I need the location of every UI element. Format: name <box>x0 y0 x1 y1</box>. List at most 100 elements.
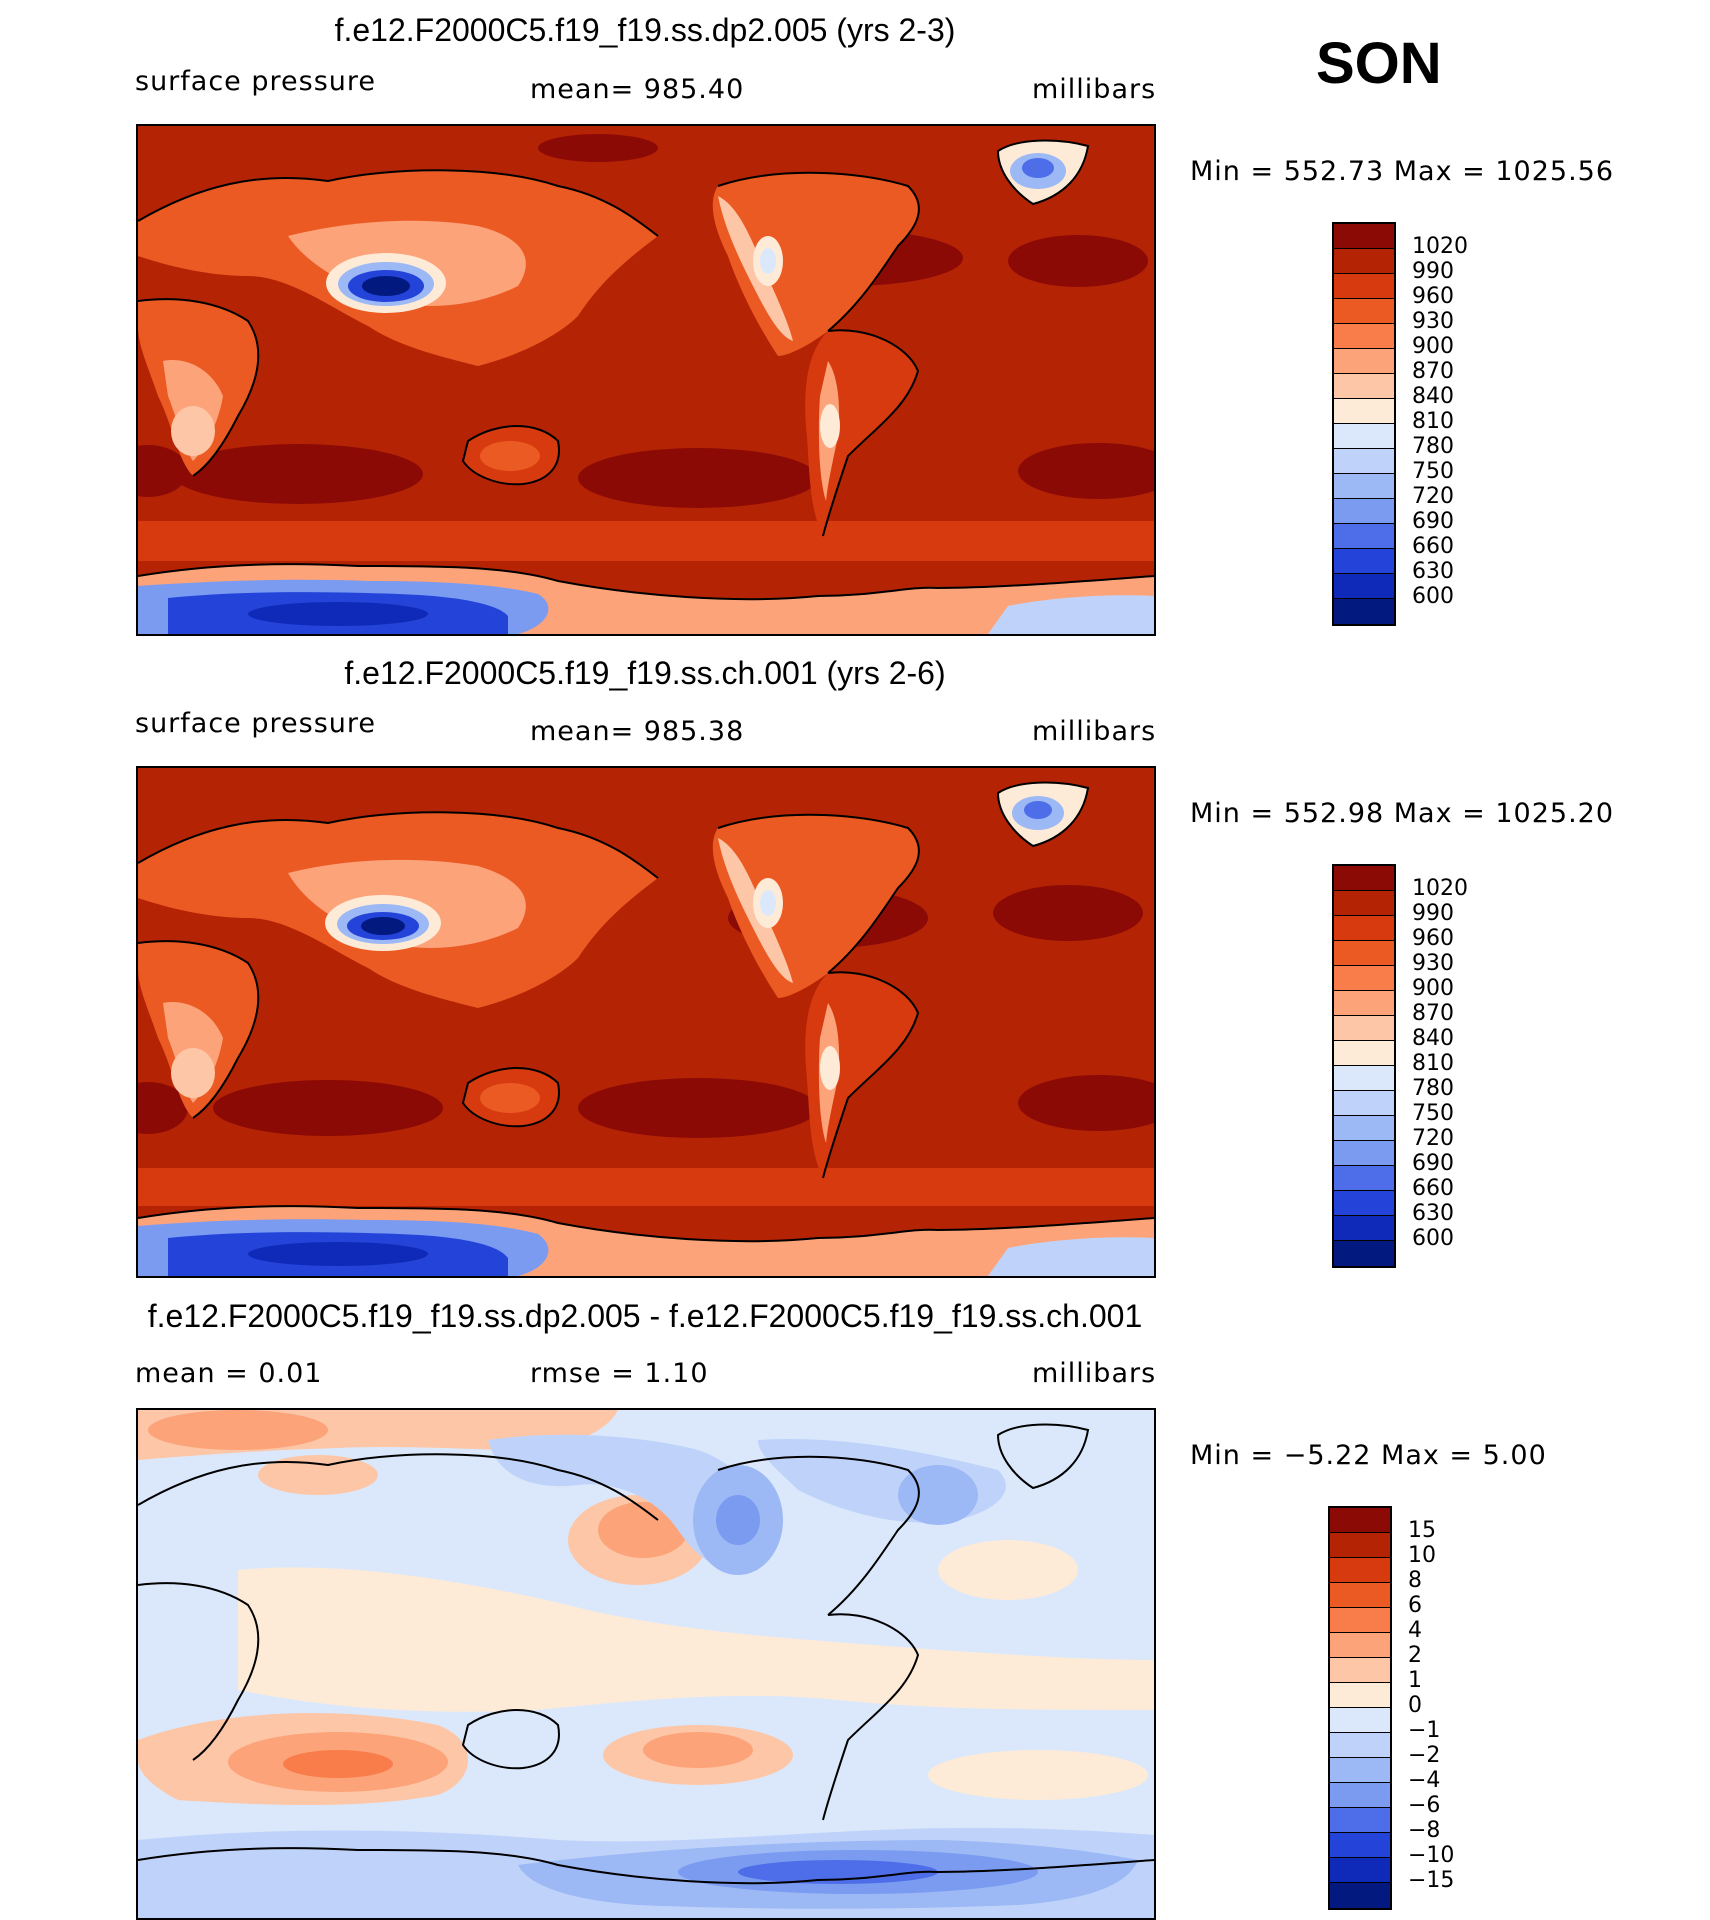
panel-2-colorbar-box <box>1334 1166 1394 1191</box>
panel-3-colorbar-box <box>1330 1608 1390 1633</box>
panel-1-colorbar-box <box>1334 249 1394 274</box>
panel-2-colorbar-box <box>1334 1241 1394 1266</box>
panel-1-variable-label: surface pressure <box>135 66 376 97</box>
panel-3-colorbar-box <box>1330 1808 1390 1833</box>
colorbar-label: −2 <box>1408 1743 1441 1768</box>
panel-2-mean-label: mean= 985.38 <box>530 716 745 747</box>
panel-1-colorbar-box <box>1334 549 1394 574</box>
panel-2-colorbar-box <box>1334 966 1394 991</box>
panel-1-colorbar-box <box>1334 449 1394 474</box>
colorbar-label: 0 <box>1408 1693 1422 1718</box>
colorbar-label: −4 <box>1408 1768 1441 1793</box>
panel-2-colorbar-box <box>1334 1066 1394 1091</box>
panel-2-variable-label: surface pressure <box>135 708 376 739</box>
panel-2-colorbar-box <box>1334 1041 1394 1066</box>
colorbar-label: 900 <box>1412 334 1454 359</box>
panel-1-colorbar-box <box>1334 424 1394 449</box>
panel-3-colorbar-box <box>1330 1533 1390 1558</box>
colorbar-label: −6 <box>1408 1793 1441 1818</box>
panel-2-pressure-field <box>138 768 1154 1276</box>
panel-1-units-label: millibars <box>1032 74 1157 105</box>
panel-1-map <box>136 124 1156 636</box>
colorbar-label: 930 <box>1412 309 1454 334</box>
colorbar-label: 720 <box>1412 484 1454 509</box>
panel-1-colorbar-box <box>1334 599 1394 624</box>
panel-2-colorbar-box <box>1334 941 1394 966</box>
colorbar-label: 840 <box>1412 384 1454 409</box>
panel-1-colorbar-box <box>1334 274 1394 299</box>
panel-3-colorbar <box>1328 1506 1392 1910</box>
panel-1-colorbar-box <box>1334 474 1394 499</box>
panel-1-mean-label: mean= 985.40 <box>530 74 745 105</box>
panel-3-colorbar-box <box>1330 1508 1390 1533</box>
panel-1-colorbar-box <box>1334 224 1394 249</box>
colorbar-label: 840 <box>1412 1026 1454 1051</box>
colorbar-label: 660 <box>1412 1176 1454 1201</box>
colorbar-label: 900 <box>1412 976 1454 1001</box>
colorbar-label: 810 <box>1412 1051 1454 1076</box>
panel-2-colorbar-box <box>1334 891 1394 916</box>
panel-2-title: f.e12.F2000C5.f19_f19.ss.ch.001 (yrs 2-6… <box>344 655 946 691</box>
panel-2-colorbar-box <box>1334 1016 1394 1041</box>
colorbar-label: 750 <box>1412 459 1454 484</box>
panel-1-colorbar-box <box>1334 524 1394 549</box>
colorbar-label: 690 <box>1412 1151 1454 1176</box>
panel-3-colorbar-box <box>1330 1658 1390 1683</box>
panel-1-pressure-field <box>138 126 1154 634</box>
panel-3-colorbar-box <box>1330 1583 1390 1608</box>
colorbar-label: 660 <box>1412 534 1454 559</box>
panel-3-colorbar-box <box>1330 1558 1390 1583</box>
panel-1-colorbar-box <box>1334 574 1394 599</box>
panel-3-colorbar-box <box>1330 1883 1390 1908</box>
colorbar-label: 930 <box>1412 951 1454 976</box>
panel-3-map <box>136 1408 1156 1920</box>
panel-1-colorbar <box>1332 222 1396 626</box>
panel-2-units-label: millibars <box>1032 716 1157 747</box>
colorbar-label: 750 <box>1412 1101 1454 1126</box>
colorbar-label: 1020 <box>1412 234 1468 259</box>
panel-3-colorbar-box <box>1330 1733 1390 1758</box>
colorbar-label: 2 <box>1408 1643 1422 1668</box>
panel-1-title: f.e12.F2000C5.f19_f19.ss.dp2.005 (yrs 2-… <box>334 12 956 48</box>
panel-2-colorbar-box <box>1334 1216 1394 1241</box>
panel-1-colorbar-box <box>1334 399 1394 424</box>
panel-2-colorbar-box <box>1334 1091 1394 1116</box>
colorbar-label: 10 <box>1408 1543 1436 1568</box>
panel-2-colorbar-box <box>1334 1191 1394 1216</box>
panel-1-colorbar-box <box>1334 374 1394 399</box>
panel-3-title: f.e12.F2000C5.f19_f19.ss.dp2.005 - f.e12… <box>147 1298 1143 1334</box>
colorbar-label: 810 <box>1412 409 1454 434</box>
colorbar-label: 870 <box>1412 359 1454 384</box>
panel-2-minmax: Min = 552.98 Max = 1025.20 <box>1190 798 1615 829</box>
panel-3-colorbar-box <box>1330 1758 1390 1783</box>
colorbar-label: 8 <box>1408 1568 1422 1593</box>
colorbar-label: 600 <box>1412 584 1454 609</box>
colorbar-label: 780 <box>1412 434 1454 459</box>
colorbar-label: 600 <box>1412 1226 1454 1251</box>
panel-3-colorbar-box <box>1330 1708 1390 1733</box>
panel-2-colorbar <box>1332 864 1396 1268</box>
colorbar-label: 630 <box>1412 559 1454 584</box>
panel-3-minmax: Min = −5.22 Max = 5.00 <box>1190 1440 1547 1471</box>
panel-2-colorbar-box <box>1334 991 1394 1016</box>
panel-3-mean-label: mean = 0.01 <box>135 1358 323 1389</box>
panel-1-colorbar-box <box>1334 324 1394 349</box>
panel-3-colorbar-box <box>1330 1683 1390 1708</box>
colorbar-label: 960 <box>1412 926 1454 951</box>
panel-1-colorbar-box <box>1334 499 1394 524</box>
panel-3-rmse-label: rmse = 1.10 <box>530 1358 709 1389</box>
panel-2-colorbar-box <box>1334 916 1394 941</box>
panel-3-colorbar-box <box>1330 1833 1390 1858</box>
colorbar-label: 690 <box>1412 509 1454 534</box>
colorbar-label: −15 <box>1408 1868 1455 1893</box>
panel-3-difference-field <box>138 1410 1154 1918</box>
colorbar-label: 15 <box>1408 1518 1436 1543</box>
colorbar-label: 990 <box>1412 901 1454 926</box>
colorbar-label: −8 <box>1408 1818 1441 1843</box>
panel-2-map <box>136 766 1156 1278</box>
colorbar-label: 990 <box>1412 259 1454 284</box>
colorbar-label: 630 <box>1412 1201 1454 1226</box>
panel-2-colorbar-box <box>1334 1141 1394 1166</box>
colorbar-label: 1 <box>1408 1668 1422 1693</box>
panel-3-units-label: millibars <box>1032 1358 1157 1389</box>
